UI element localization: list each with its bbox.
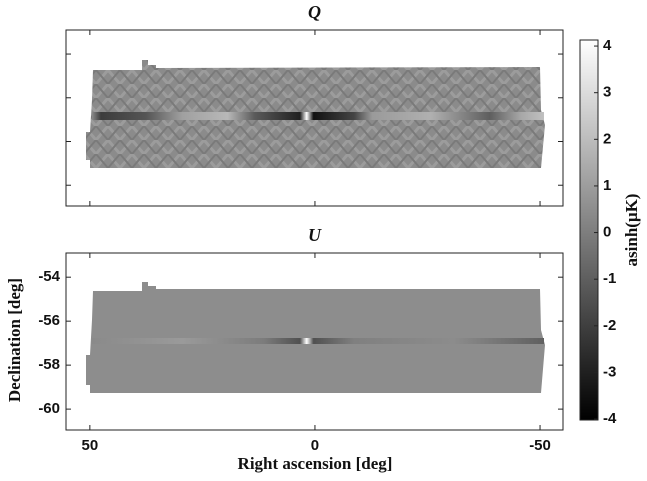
y-axis-label: Declination [deg]: [5, 278, 24, 402]
y-tick-label: -54: [38, 268, 60, 285]
panel-title: U: [308, 225, 322, 245]
y-tick-label: -60: [38, 400, 60, 417]
x-tick-label: -50: [529, 437, 551, 454]
colorbar-tick-label: -2: [603, 317, 616, 334]
x-tick-label: 0: [311, 437, 319, 454]
colorbar-label: asinh(μK): [622, 194, 641, 267]
u-map: [86, 282, 545, 393]
colorbar-tick-label: 1: [603, 177, 611, 194]
colorbar-tick-label: 0: [603, 224, 611, 241]
colorbar: [579, 39, 599, 421]
colorbar-tick-label: 3: [603, 84, 611, 101]
x-axis-label: Right ascension [deg]: [238, 454, 393, 473]
y-tick-label: -58: [38, 356, 60, 373]
colorbar-tick-label: -3: [603, 363, 616, 380]
colorbar-tick-label: -1: [603, 270, 616, 287]
q-map: [86, 60, 545, 168]
x-tick-label: 50: [82, 437, 99, 454]
colorbar-tick-label: 2: [603, 130, 611, 147]
y-tick-label: -56: [38, 312, 60, 329]
panel-title: Q: [308, 2, 321, 22]
colorbar-tick-label: -4: [603, 410, 617, 427]
colorbar-tick-label: 4: [603, 37, 612, 54]
